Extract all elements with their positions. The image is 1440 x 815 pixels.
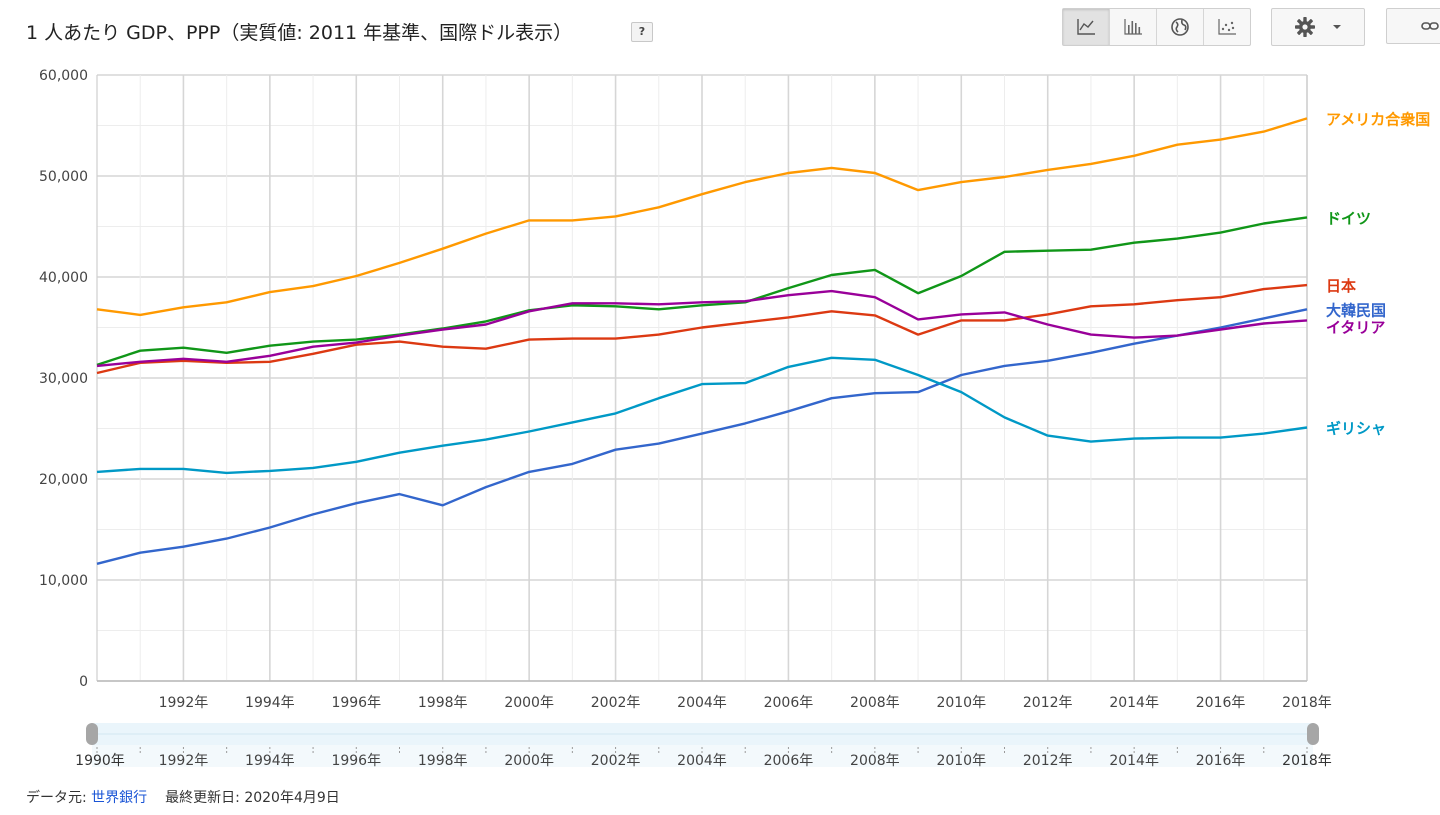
x-tick-label: 2012年 — [1023, 695, 1073, 711]
range-tick-label: 2004年 — [677, 753, 727, 769]
source-prefix: データ元: — [26, 790, 92, 806]
y-tick-label: 50,000 — [39, 169, 88, 185]
range-slider-axis-band — [92, 745, 1313, 767]
series-line[interactable] — [96, 117, 1308, 317]
series-label: イタリア — [1326, 318, 1385, 336]
range-tick-label: 2008年 — [850, 753, 900, 769]
x-tick-label: 1996年 — [331, 695, 381, 711]
x-tick-label: 2004年 — [677, 695, 727, 711]
range-tick-label: 2002年 — [591, 753, 641, 769]
page-title: 1 人あたり GDP、PPP（実質値: 2011 年基準、国際ドル表示） — [26, 22, 573, 44]
x-tick-label: 1992年 — [159, 695, 209, 711]
y-tick-label: 10,000 — [39, 573, 88, 589]
x-tick-label: 2006年 — [764, 695, 814, 711]
series-line[interactable] — [96, 289, 1308, 368]
gear-icon — [1295, 17, 1315, 37]
series-label: アメリカ合衆国 — [1326, 110, 1430, 128]
series-label: 日本 — [1326, 277, 1356, 295]
range-tick-label: 1994年 — [245, 753, 295, 769]
range-tick-label: 2000年 — [504, 753, 554, 769]
source-link[interactable]: 世界銀行 — [91, 790, 148, 806]
caret-down-icon — [1333, 25, 1341, 29]
series-line[interactable] — [96, 216, 1308, 367]
link-icon — [1421, 22, 1439, 30]
line-chart-icon — [1077, 19, 1095, 35]
help-button[interactable]: ? — [631, 22, 653, 42]
bar-chart-button[interactable] — [1110, 9, 1157, 45]
series-line[interactable] — [96, 356, 1308, 475]
x-tick-label: 2016年 — [1196, 695, 1246, 711]
scatter-plot-icon — [1218, 19, 1236, 35]
range-tick-label: 2016年 — [1196, 753, 1246, 769]
last-updated: 最終更新日: 2020年4月9日 — [165, 790, 340, 806]
x-tick-label: 2008年 — [850, 695, 900, 711]
range-start-label: 1990年 — [75, 753, 125, 769]
line-chart-button[interactable] — [1063, 9, 1110, 45]
share-link-button[interactable] — [1386, 8, 1440, 44]
range-tick-label: 1996年 — [331, 753, 381, 769]
series-line[interactable] — [96, 283, 1308, 375]
footer: データ元: 世界銀行 最終更新日: 2020年4月9日 — [26, 787, 340, 807]
x-tick-label: 1994年 — [245, 695, 295, 711]
chart-type-toolbar — [1062, 8, 1251, 46]
scatter-plot-button[interactable] — [1204, 9, 1250, 45]
y-tick-label: 40,000 — [39, 270, 88, 286]
x-tick-label: 2000年 — [504, 695, 554, 711]
y-tick-label: 0 — [79, 674, 88, 690]
x-tick-label: 1998年 — [418, 695, 468, 711]
settings-button[interactable] — [1271, 8, 1365, 46]
y-tick-label: 30,000 — [39, 371, 88, 387]
range-end-label: 2018年 — [1282, 753, 1332, 769]
globe-icon — [1171, 18, 1189, 36]
x-tick-label: 2010年 — [936, 695, 986, 711]
x-tick-label: 2002年 — [591, 695, 641, 711]
range-tick-label: 2006年 — [764, 753, 814, 769]
range-tick-label: 2014年 — [1109, 753, 1159, 769]
y-tick-label: 60,000 — [39, 68, 88, 84]
series-line[interactable] — [96, 308, 1308, 565]
x-tick-label: 2018年 — [1282, 695, 1332, 711]
bar-chart-icon — [1124, 19, 1142, 35]
x-tick-label: 2014年 — [1109, 695, 1159, 711]
series-label: ドイツ — [1326, 209, 1371, 227]
range-tick-label: 1998年 — [418, 753, 468, 769]
range-tick-label: 1992年 — [159, 753, 209, 769]
range-start-handle[interactable] — [86, 723, 98, 745]
y-tick-label: 20,000 — [39, 472, 88, 488]
series-label: 大韓民国 — [1326, 301, 1386, 319]
range-end-handle[interactable] — [1307, 723, 1319, 745]
map-button[interactable] — [1157, 9, 1204, 45]
range-tick-label: 2012年 — [1023, 753, 1073, 769]
series-label: ギリシャ — [1326, 419, 1386, 437]
range-tick-label: 2010年 — [936, 753, 986, 769]
